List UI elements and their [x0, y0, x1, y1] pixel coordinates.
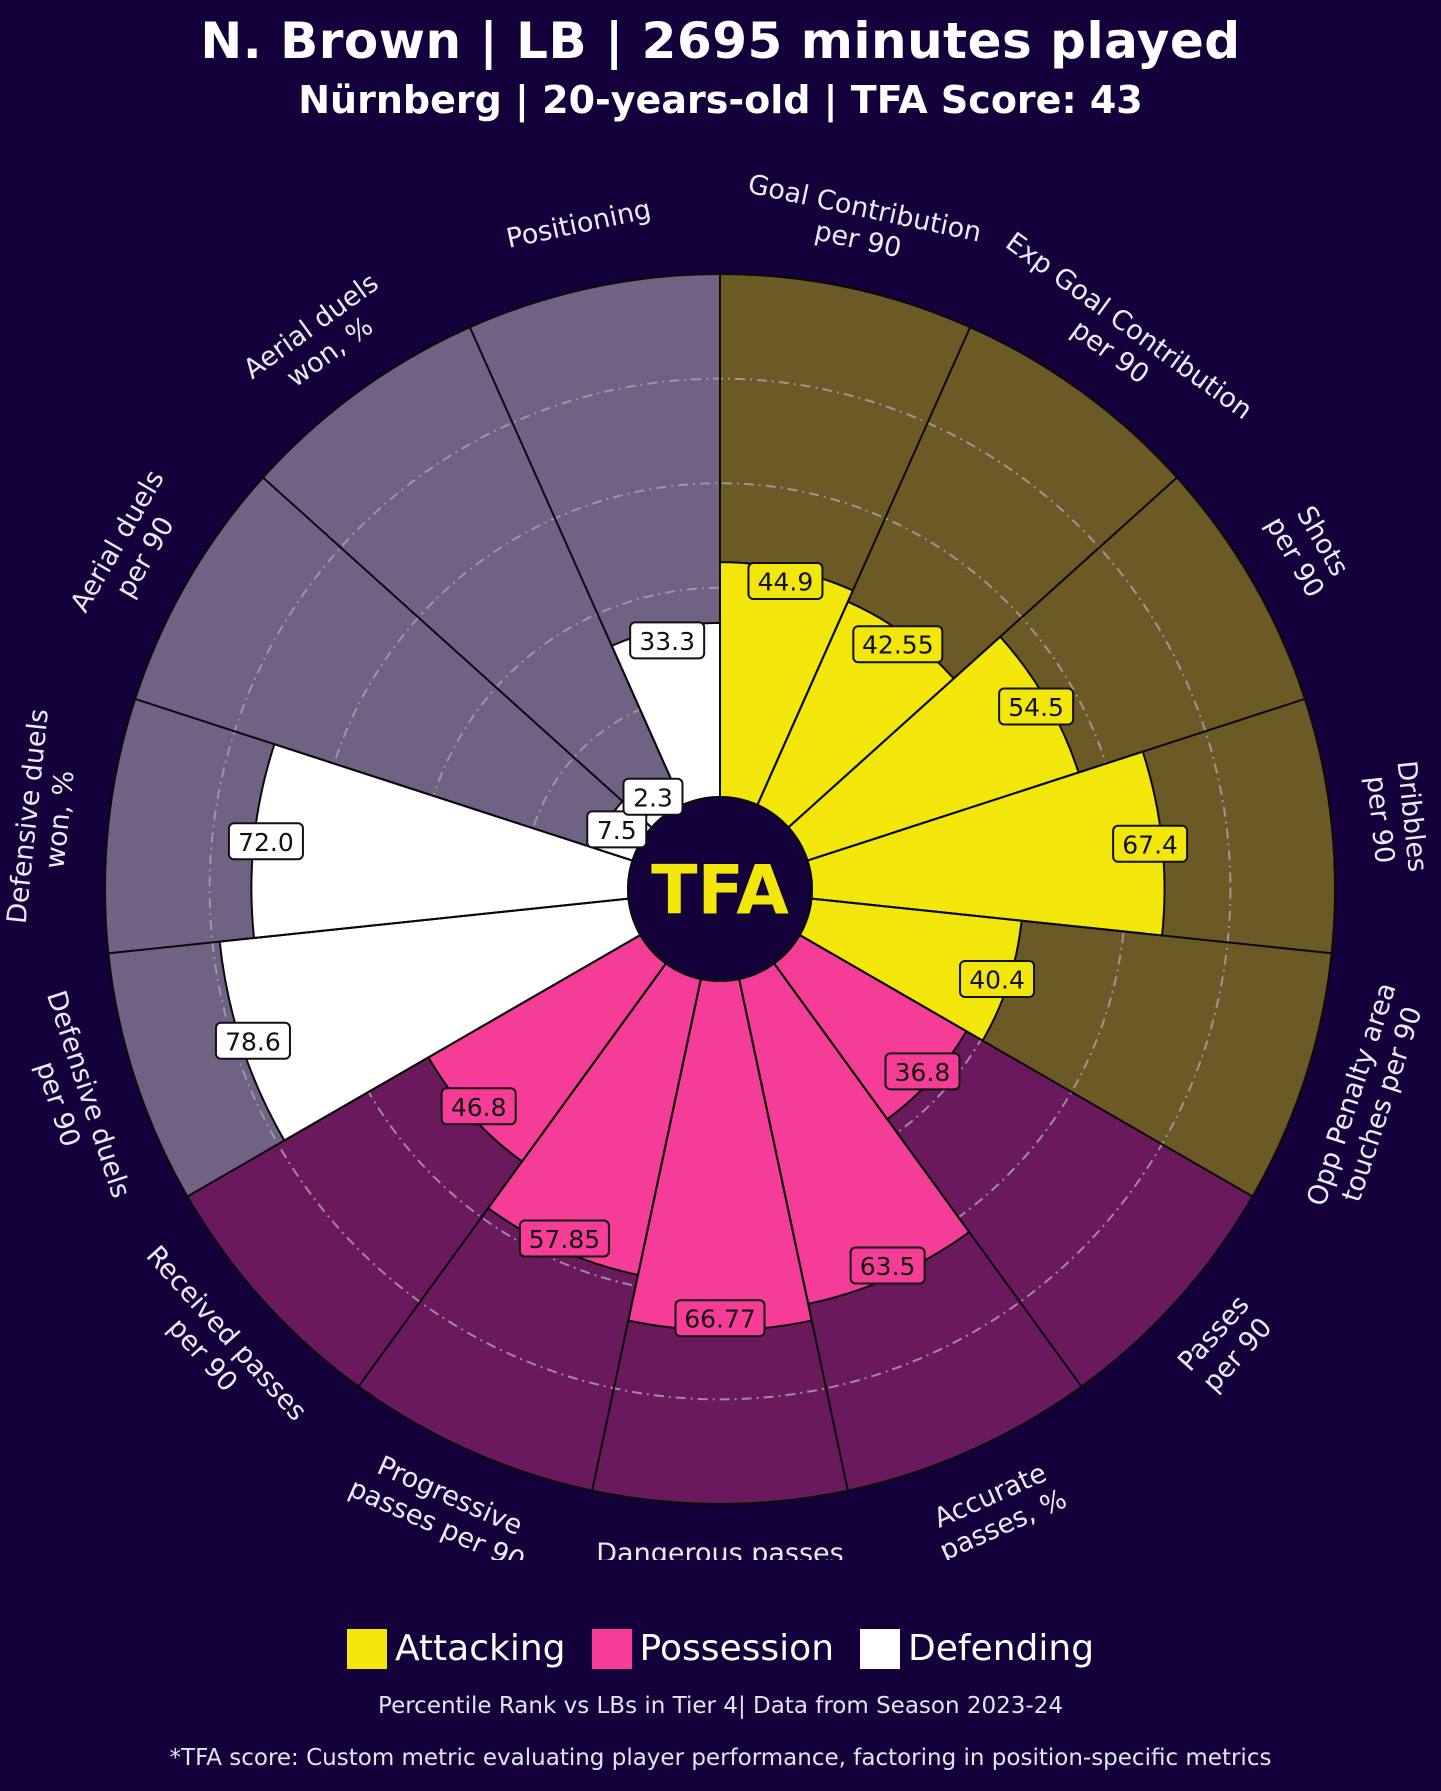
slice-divider: [807, 698, 1306, 862]
value-label-progressive-passes-per-90: 57.85: [529, 1225, 601, 1254]
value-label-box-defensive-duels-won: [227, 822, 304, 861]
center-circle: [627, 796, 813, 982]
value-label-shots-per-90: 54.5: [1008, 693, 1064, 722]
value-label-box-defensive-duels-per-90: [214, 1021, 291, 1060]
value-label-accurate-passes: 63.5: [860, 1252, 916, 1281]
slice-divider: [738, 978, 849, 1491]
value-label-aerial-duels-per-90: 7.5: [597, 816, 637, 845]
value-label-box-aerial-duels-per-90: [586, 810, 648, 849]
metric-label-positioning: Positioning: [504, 194, 654, 255]
slice-divider: [811, 897, 1332, 955]
slice-background-aerial-duels-won: [262, 327, 683, 828]
value-label-box-progressive-passes-per-90: [518, 1219, 610, 1258]
pizza-chart: TFA 44.9 42.55 54.5 67.4 40.4 36.8 63.5 66.77 57…: [2, 169, 1433, 1560]
metric-label-shots-per-90: Shotsper 90: [1259, 495, 1357, 603]
value-label-box-goal-contribution-per-90: [747, 562, 824, 601]
value-label-box-positioning: [629, 621, 706, 660]
slice-divider: [262, 476, 653, 829]
legend-label-possession: Possession: [639, 1628, 835, 1669]
value-label-box-aerial-duels-won: [622, 777, 684, 816]
legend-item-defending: Defending: [860, 1628, 1094, 1669]
legend-swatch-attacking: [346, 1628, 387, 1669]
slice-divider: [468, 326, 684, 806]
metric-label-dangerous-passes-per-90: Dangerous passesper 90: [596, 1538, 843, 1560]
legend-swatch-possession: [591, 1628, 632, 1669]
slice-background-aerial-duels-per-90: [135, 477, 652, 861]
value-label-exp-goal-contribution-per-90: 42.55: [862, 631, 934, 660]
metric-label-defensive-duels-per-90: Defensive duelsper 90: [10, 987, 137, 1212]
outer-ring: [104, 273, 1336, 1505]
value-label-passes-per-90: 36.8: [895, 1058, 951, 1087]
slice-divider: [591, 978, 702, 1491]
value-label-opp-penalty-area-touches-per-90: 40.4: [969, 966, 1025, 995]
value-label-defensive-duels-per-90: 78.6: [225, 1027, 281, 1056]
chart-title: N. Brown | LB | 2695 minutes played: [200, 12, 1241, 70]
slice-divider: [186, 934, 641, 1198]
value-label-goal-contribution-per-90: 44.9: [758, 568, 814, 597]
tfa-logo: TFA: [651, 852, 789, 931]
value-label-defensive-duels-won: 72.0: [238, 828, 294, 857]
value-label-aerial-duels-won: 2.3: [633, 783, 673, 812]
legend-item-possession: Possession: [591, 1628, 835, 1669]
legend-label-defending: Defending: [908, 1628, 1095, 1669]
slice-divider: [756, 326, 972, 806]
slice-divider: [787, 476, 1178, 829]
value-label-box-opp-penalty-area-touches-per-90: [959, 960, 1036, 999]
legend-label-attacking: Attacking: [394, 1628, 566, 1669]
value-label-box-shots-per-90: [998, 687, 1075, 726]
chart-subtitle: Nürnberg | 20-years-old | TFA Score: 43: [298, 78, 1143, 122]
value-label-box-exp-goal-contribution-per-90: [852, 625, 944, 664]
legend: Attacking Possession Defending: [0, 1628, 1441, 1669]
metric-label-passes-per-90: Passesper 90: [1172, 1290, 1279, 1399]
footnote-percentile: Percentile Rank vs LBs in Tier 4| Data f…: [378, 1693, 1063, 1719]
value-label-positioning: 33.3: [639, 627, 695, 656]
slice-divider: [357, 962, 667, 1388]
value-label-box-passes-per-90: [884, 1052, 961, 1091]
legend-item-attacking: Attacking: [346, 1628, 566, 1669]
metric-label-accurate-passes: Accuratepasses, %: [922, 1454, 1071, 1560]
value-label-box-dangerous-passes-per-90: [674, 1299, 766, 1338]
slice-divider: [773, 962, 1083, 1388]
legend-swatch-defending: [860, 1628, 901, 1669]
metric-label-dribbles-per-90: Dribblesper 90: [1359, 759, 1433, 877]
value-label-dribbles-per-90: 67.4: [1122, 830, 1178, 859]
metric-label-goal-contribution-per-90: Goal Contributionper 90: [738, 169, 984, 280]
value-label-dangerous-passes-per-90: 66.77: [684, 1305, 756, 1334]
metric-label-defensive-duels-won: Defensive duelswon, %: [2, 707, 87, 928]
slice-divider: [108, 897, 629, 955]
value-label-box-accurate-passes: [849, 1246, 926, 1285]
footnote-tfa-score: *TFA score: Custom metric evaluating pla…: [169, 1745, 1272, 1771]
slice-divider: [799, 934, 1254, 1198]
slice-divider: [134, 698, 633, 862]
value-label-box-received-passes-per-90: [440, 1087, 517, 1126]
value-label-box-dribbles-per-90: [1112, 824, 1189, 863]
value-label-received-passes-per-90: 46.8: [451, 1093, 507, 1122]
